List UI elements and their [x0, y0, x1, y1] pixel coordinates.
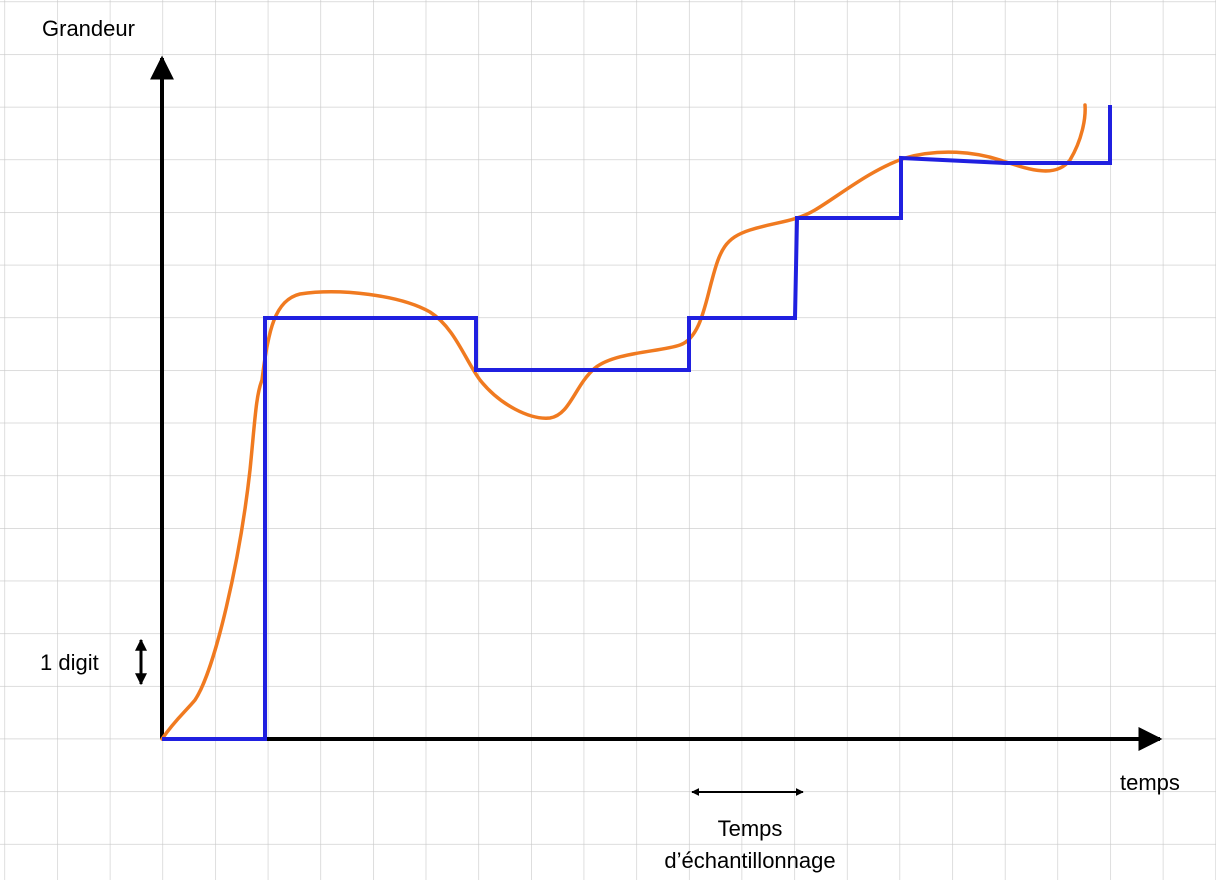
digit-label: 1 digit	[40, 650, 99, 675]
y-axis-label: Grandeur	[42, 16, 135, 41]
sample-time-label: Temps	[718, 816, 783, 841]
analog-signal	[160, 103, 1087, 741]
x-axis-label: temps	[1120, 770, 1180, 795]
sample-time-label: d’échantillonnage	[664, 848, 835, 873]
sampled-signal	[162, 105, 1112, 741]
